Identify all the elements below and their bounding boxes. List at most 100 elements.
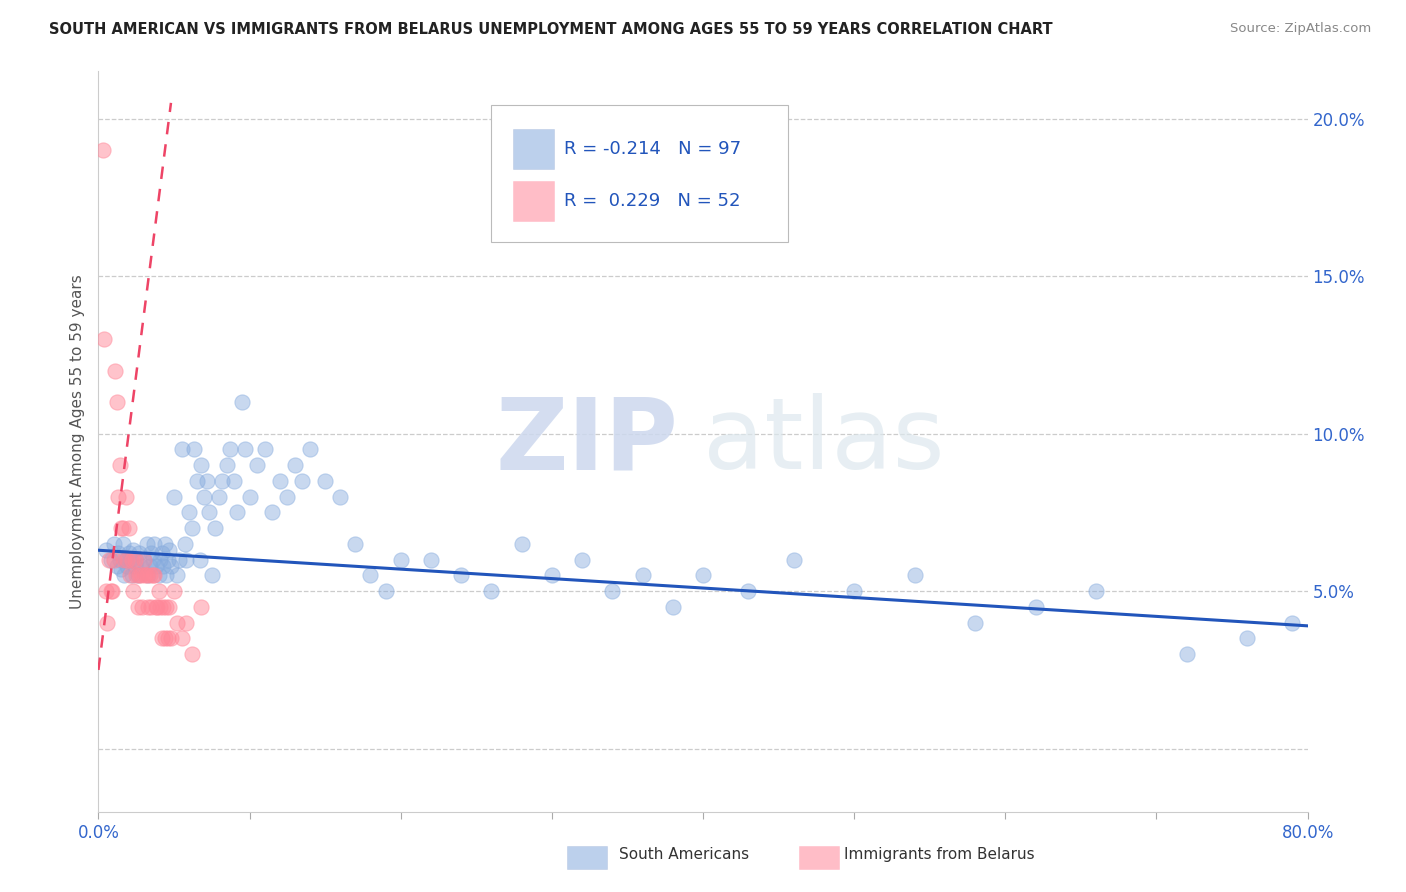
Point	[118, 521, 141, 535]
Point	[299, 442, 322, 457]
Point	[145, 599, 167, 614]
Point	[118, 546, 141, 560]
Point	[571, 552, 593, 566]
Point	[269, 474, 291, 488]
Text: R = -0.214   N = 97: R = -0.214 N = 97	[564, 140, 741, 158]
Point	[114, 490, 136, 504]
Point	[131, 599, 153, 614]
Point	[211, 474, 233, 488]
Point	[160, 632, 183, 646]
Point	[145, 559, 167, 574]
Point	[135, 537, 157, 551]
Point	[125, 552, 148, 566]
Point	[360, 568, 382, 582]
Point	[783, 552, 806, 566]
Point	[219, 442, 242, 457]
Point	[91, 143, 114, 157]
Text: South Americans: South Americans	[619, 847, 749, 862]
Point	[124, 559, 146, 574]
Point	[197, 505, 219, 519]
Point	[159, 599, 181, 614]
Point	[127, 568, 149, 582]
Point	[188, 552, 211, 566]
Point	[103, 552, 125, 566]
Point	[844, 584, 866, 599]
Point	[136, 599, 159, 614]
Point	[150, 632, 173, 646]
Text: atlas: atlas	[703, 393, 945, 490]
Point	[174, 615, 197, 630]
Point	[904, 568, 927, 582]
Point	[233, 442, 256, 457]
Point	[631, 568, 654, 582]
Point	[120, 552, 142, 566]
Point	[174, 552, 197, 566]
Point	[115, 559, 138, 574]
Point	[239, 490, 262, 504]
Point	[284, 458, 307, 472]
Point	[163, 490, 186, 504]
Point	[231, 395, 253, 409]
Point	[129, 568, 152, 582]
Point	[101, 584, 124, 599]
Point	[148, 568, 170, 582]
Point	[329, 490, 352, 504]
Point	[122, 584, 145, 599]
Point	[114, 552, 136, 566]
Point	[450, 568, 472, 582]
Point	[148, 584, 170, 599]
Point	[481, 584, 503, 599]
Point	[737, 584, 759, 599]
Point	[253, 442, 276, 457]
Point	[141, 546, 163, 560]
Point	[100, 584, 122, 599]
Point	[141, 599, 163, 614]
Point	[291, 474, 314, 488]
Point	[510, 537, 533, 551]
Point	[179, 505, 201, 519]
Point	[374, 584, 396, 599]
Y-axis label: Unemployment Among Ages 55 to 59 years: Unemployment Among Ages 55 to 59 years	[70, 274, 86, 609]
Point	[110, 562, 132, 576]
Point	[121, 568, 143, 582]
Point	[112, 568, 135, 582]
Point	[129, 559, 152, 574]
Text: R =  0.229   N = 52: R = 0.229 N = 52	[564, 193, 741, 211]
Point	[132, 552, 155, 566]
Point	[124, 552, 146, 566]
Point	[105, 395, 128, 409]
Point	[149, 552, 172, 566]
FancyBboxPatch shape	[513, 181, 554, 221]
Point	[1175, 647, 1198, 661]
Point	[112, 552, 135, 566]
Point	[125, 568, 148, 582]
Point	[110, 521, 132, 535]
Point	[344, 537, 367, 551]
Text: SOUTH AMERICAN VS IMMIGRANTS FROM BELARUS UNEMPLOYMENT AMONG AGES 55 TO 59 YEARS: SOUTH AMERICAN VS IMMIGRANTS FROM BELARU…	[49, 22, 1053, 37]
Point	[111, 521, 134, 535]
Point	[661, 599, 683, 614]
Point	[420, 552, 443, 566]
Point	[155, 599, 177, 614]
Point	[389, 552, 412, 566]
Point	[115, 552, 138, 566]
Point	[142, 568, 165, 582]
Point	[160, 559, 183, 574]
Point	[143, 568, 166, 582]
Point	[692, 568, 714, 582]
Point	[204, 521, 226, 535]
Text: Source: ZipAtlas.com: Source: ZipAtlas.com	[1230, 22, 1371, 36]
Point	[136, 568, 159, 582]
Point	[93, 332, 115, 346]
Point	[159, 543, 181, 558]
Point	[190, 599, 212, 614]
Point	[246, 458, 269, 472]
Point	[602, 584, 624, 599]
Point	[190, 458, 212, 472]
Point	[122, 543, 145, 558]
Point	[167, 552, 190, 566]
Point	[152, 599, 174, 614]
Point	[314, 474, 336, 488]
Point	[276, 490, 298, 504]
Point	[94, 584, 117, 599]
